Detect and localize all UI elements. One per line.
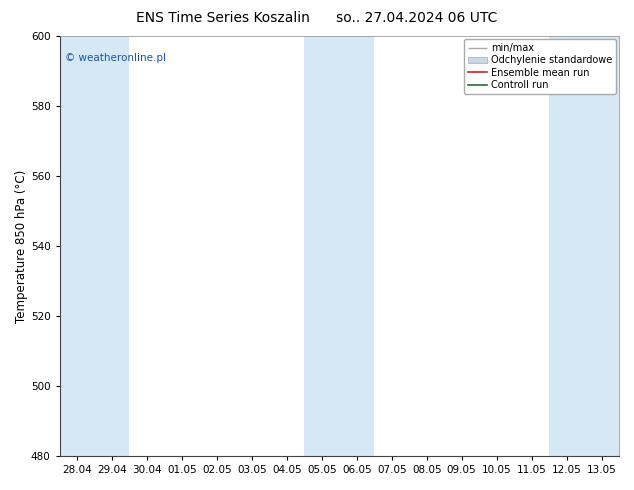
Bar (60, 36, 94, 456)
Text: © weatheronline.pl: © weatheronline.pl (65, 53, 166, 63)
Text: ENS Time Series Koszalin      so.. 27.04.2024 06 UTC: ENS Time Series Koszalin so.. 27.04.2024… (136, 11, 498, 25)
Bar (304, 36, 339, 456)
Y-axis label: Temperature 850 hPa (°C): Temperature 850 hPa (°C) (15, 170, 28, 323)
Bar (584, 36, 619, 456)
Bar (94, 36, 129, 456)
Bar (339, 36, 374, 456)
Bar (549, 36, 584, 456)
Legend: min/max, Odchylenie standardowe, Ensemble mean run, Controll run: min/max, Odchylenie standardowe, Ensembl… (463, 39, 616, 94)
